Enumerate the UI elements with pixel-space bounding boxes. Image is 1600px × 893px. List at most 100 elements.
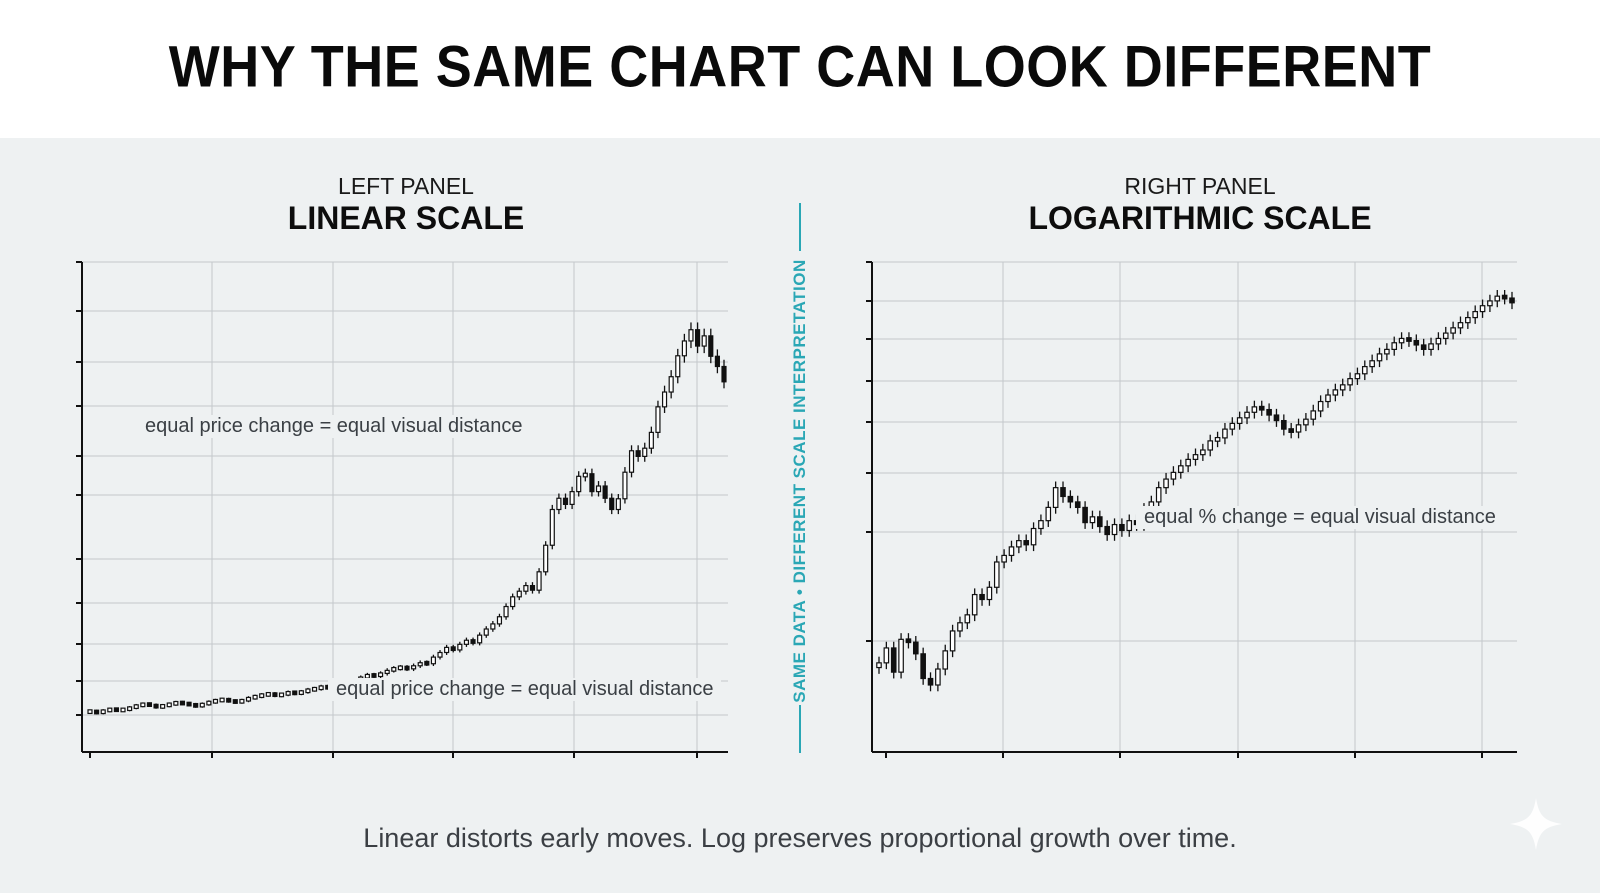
left-candle-body	[424, 660, 430, 666]
right-candle-body	[883, 647, 890, 664]
right-candle-body	[1450, 327, 1456, 334]
left-candle-body	[523, 584, 529, 592]
left-candle-body	[252, 694, 258, 700]
left-candle-body	[661, 391, 668, 408]
left-candle-body	[232, 699, 238, 704]
left-candle-body	[444, 646, 450, 654]
left-candle-body	[153, 703, 159, 709]
right-candle-body	[920, 653, 926, 680]
left-candle-body	[160, 703, 166, 709]
divider-line-bottom	[799, 705, 801, 753]
left-candle-body	[94, 709, 100, 715]
right-candle-body	[905, 638, 912, 644]
left-candle-body	[503, 605, 509, 618]
right-candle-body	[1354, 373, 1361, 380]
right-candle-body	[957, 622, 963, 632]
right-candle-body	[1030, 527, 1037, 546]
left-candle-body	[186, 701, 192, 707]
left-candle-body	[311, 686, 318, 692]
left-candle-body	[437, 651, 443, 658]
left-candle-body	[628, 450, 635, 473]
left-candle-body	[450, 646, 456, 652]
left-candle-body	[470, 639, 476, 644]
left-candle-body	[562, 497, 569, 505]
right-panel-label: RIGHT PANEL	[1124, 173, 1276, 199]
right-candle-body	[1244, 411, 1250, 419]
right-candle-body	[942, 650, 949, 670]
left-candle-body	[146, 702, 153, 707]
left-candle-body	[701, 335, 707, 347]
right-candle-body	[1177, 465, 1184, 473]
left-candle-body	[371, 673, 377, 678]
right-candle-body	[1258, 405, 1265, 411]
right-candle-body	[1347, 378, 1353, 386]
right-candle-body	[971, 593, 978, 616]
left-candle-body	[87, 709, 93, 715]
right-candle-body	[1281, 419, 1287, 430]
right-candle-body	[1104, 525, 1110, 536]
page-title: WHY THE SAME CHART CAN LOOK DIFFERENT	[168, 34, 1432, 100]
right-candle-body	[993, 561, 1000, 588]
left-candle-body	[384, 669, 390, 675]
right-candle-body	[890, 647, 897, 673]
left-candle-body	[173, 700, 179, 706]
left-candle-body	[615, 498, 621, 511]
right-candle-body	[1435, 337, 1442, 345]
left-candle-body	[688, 329, 694, 342]
right-candle-body	[1420, 344, 1427, 351]
right-candle-body	[1222, 428, 1228, 439]
right-candle-body	[1406, 337, 1412, 342]
right-candle-body	[1303, 418, 1309, 426]
right-candle-body	[1185, 458, 1191, 467]
right-candle-body	[1074, 501, 1081, 509]
right-candle-body	[949, 630, 956, 652]
right-candle-body	[1001, 554, 1007, 563]
left-candle-body	[318, 685, 324, 691]
left-candle-body	[179, 700, 186, 706]
right-candle-body	[1038, 520, 1044, 530]
left-candle-body	[569, 491, 575, 505]
right-annotation: equal % change = equal visual distance	[1136, 506, 1504, 529]
right-candle-body	[912, 641, 919, 655]
right-candle-body	[1361, 366, 1368, 375]
right-candle-body	[1428, 343, 1434, 351]
right-candle-body	[1479, 305, 1486, 313]
left-candle-body	[681, 340, 687, 357]
left-candle-body	[609, 497, 615, 511]
right-candle-body	[1487, 300, 1493, 307]
left-candle-body	[212, 698, 219, 704]
left-candle-body	[259, 693, 265, 699]
left-candle-body	[120, 707, 126, 713]
right-candle-body	[1045, 506, 1052, 522]
right-candle-body	[1089, 516, 1096, 524]
left-candle-body	[199, 702, 205, 708]
right-candle-body	[1391, 342, 1398, 351]
left-candle-body	[543, 544, 549, 573]
left-candle-body	[206, 700, 212, 706]
left-candle-body	[278, 692, 285, 698]
left-candle-body	[226, 697, 232, 703]
right-candle-body	[1339, 384, 1346, 391]
right-candle-body	[1052, 487, 1059, 509]
left-candle-body	[576, 475, 582, 493]
left-candle-body	[391, 666, 397, 672]
right-candle-body	[1509, 297, 1515, 304]
right-candle-body	[1369, 360, 1375, 368]
right-candle-body	[1288, 428, 1294, 433]
right-candle-body	[1457, 322, 1464, 329]
left-candle-body	[595, 485, 602, 493]
right-candle-body	[1494, 295, 1501, 302]
right-candle-body	[1170, 471, 1177, 480]
left-candle-body	[292, 690, 298, 696]
left-candle-body	[695, 329, 701, 347]
left-candle-body	[648, 431, 654, 449]
right-candle-body	[1082, 506, 1088, 524]
right-candle-body	[1266, 408, 1272, 416]
right-candle-body	[964, 614, 971, 624]
right-candle-body	[1016, 540, 1022, 548]
left-candle-body	[675, 355, 681, 378]
right-candle-body	[1008, 546, 1015, 557]
footer-caption: Linear distorts early moves. Log preserv…	[363, 823, 1237, 853]
right-candle-body	[1332, 389, 1339, 396]
right-candle-body	[898, 638, 904, 673]
